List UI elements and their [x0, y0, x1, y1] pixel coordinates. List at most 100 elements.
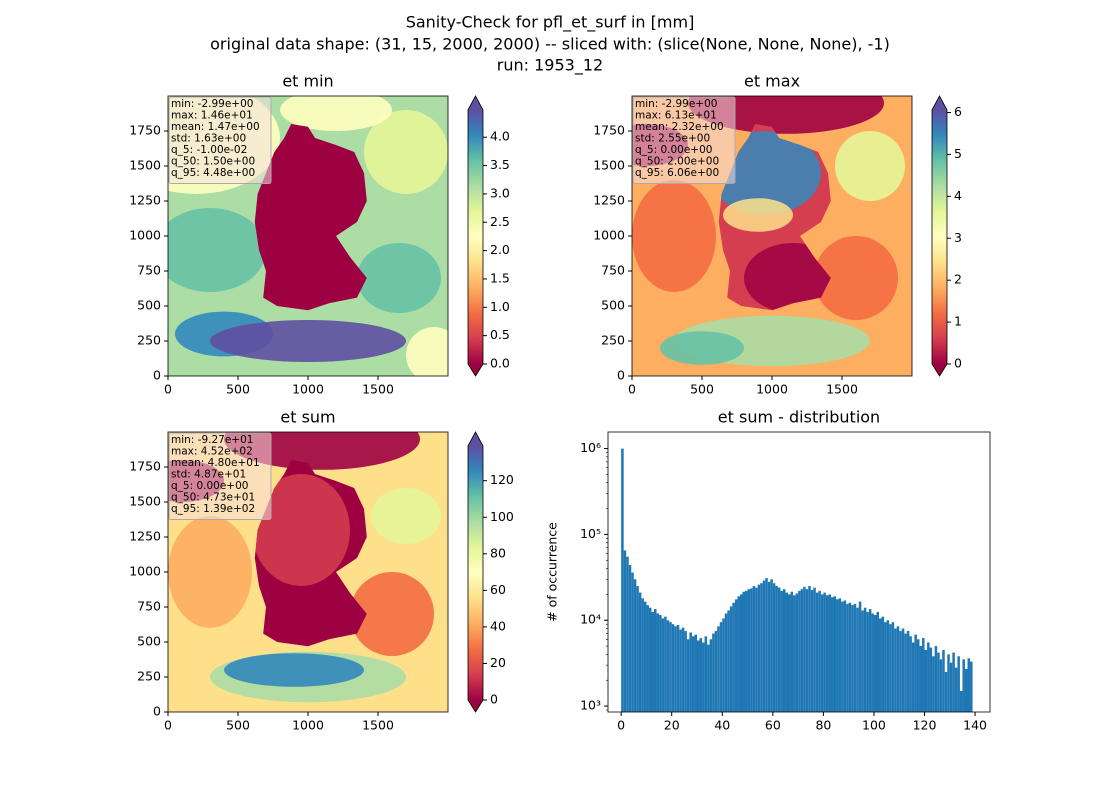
- stats-text: q_95: 4.48e+00: [171, 167, 255, 179]
- colorbar-tick-label: 80: [490, 545, 506, 560]
- y-tick-label: 750: [137, 599, 161, 614]
- x-tick-label: 20: [664, 718, 680, 733]
- histogram-bar: [881, 616, 885, 712]
- histogram-bar: [851, 605, 854, 712]
- histogram-bar: [815, 592, 819, 712]
- colorbar-tick-label: 60: [490, 582, 506, 597]
- colorbar-tick-label: 2.0: [490, 242, 510, 257]
- map-region: [350, 572, 434, 656]
- histogram-bar: [967, 658, 971, 712]
- histogram-bar: [767, 581, 771, 712]
- histogram-bar: [654, 609, 657, 712]
- histogram-bar: [886, 620, 890, 712]
- histogram-bar: [633, 579, 637, 712]
- histogram-bar: [729, 606, 733, 712]
- subplot-title: et sum: [280, 408, 335, 427]
- x-tick-label: 0: [164, 718, 172, 733]
- colorbar-tick-label: 0.0: [490, 356, 510, 371]
- y-tick-label: 1750: [129, 459, 161, 474]
- histogram-bar: [656, 613, 660, 712]
- colorbar-tick-label: 2.5: [490, 214, 510, 229]
- stats-box: [168, 432, 272, 520]
- map-region: [224, 653, 364, 687]
- histogram-bar: [684, 630, 687, 712]
- histogram-bar: [957, 656, 960, 712]
- y-tick-label: 1000: [593, 228, 625, 243]
- colorbar-tick-label: 100: [490, 509, 514, 524]
- histogram-bar: [833, 596, 837, 712]
- stats-text: std: 1.63e+00: [171, 133, 246, 145]
- colorbar-extend-bottom: [468, 364, 483, 376]
- histogram-bar: [742, 591, 746, 712]
- colorbar: [468, 446, 483, 700]
- colorbar-tick-label: 1.5: [490, 270, 510, 285]
- stats-text: q_5: 0.00e+00: [635, 144, 712, 156]
- histogram-bar: [681, 627, 685, 712]
- histogram-bar: [858, 601, 862, 712]
- histogram-bar: [702, 642, 705, 712]
- subplot-title: et sum - distribution: [718, 408, 880, 427]
- histogram-bar: [777, 587, 781, 712]
- stats-text: q_95: 6.06e+00: [635, 167, 719, 179]
- stats-text: q_95: 1.39e+02: [171, 503, 255, 515]
- histogram-bar: [785, 592, 789, 712]
- colorbar-tick-label: 2: [954, 272, 962, 287]
- histogram-bar: [659, 615, 662, 712]
- histogram-bar: [689, 632, 692, 712]
- x-tick-label: 100: [862, 718, 886, 733]
- y-tick-label: 250: [137, 669, 161, 684]
- y-tick-label: 1250: [129, 193, 161, 208]
- y-tick-label: 500: [137, 634, 161, 649]
- y-tick-label: 1000: [129, 564, 161, 579]
- histogram-bar: [671, 624, 675, 712]
- y-tick-label: 750: [601, 263, 625, 278]
- histogram-bar: [909, 636, 912, 712]
- x-tick-label: 60: [765, 718, 781, 733]
- histogram-bar: [810, 590, 814, 712]
- histogram-bar: [830, 597, 834, 712]
- histogram-bar: [679, 629, 682, 712]
- y-tick-label: 250: [601, 333, 625, 348]
- y-tick-label: 1750: [593, 123, 625, 138]
- x-tick-label: 500: [226, 718, 250, 733]
- histogram-bar: [626, 556, 629, 712]
- histogram-bar: [962, 659, 965, 712]
- histogram-bar: [628, 565, 632, 712]
- colorbar-tick-label: 1.0: [490, 299, 510, 314]
- histogram-bar: [846, 603, 849, 712]
- axes-frame: [167, 95, 449, 377]
- colorbar-tick-label: 1: [954, 314, 962, 329]
- histogram-bar: [727, 610, 730, 712]
- colorbar-extend-top: [468, 432, 483, 446]
- histogram-bar: [853, 603, 857, 712]
- colorbar: [468, 110, 483, 364]
- map-region: [357, 243, 441, 313]
- histogram-bar: [709, 639, 713, 712]
- histogram-bar: [775, 586, 778, 712]
- map-image: [168, 432, 448, 712]
- histogram-bar: [788, 594, 791, 712]
- histogram-bar: [808, 586, 811, 712]
- histogram-bar: [734, 599, 738, 712]
- histogram-bar: [916, 639, 920, 712]
- histogram-bar: [737, 596, 740, 712]
- y-tick-label: 0: [153, 368, 161, 383]
- stats-text: max: 6.13e+01: [635, 110, 717, 122]
- histogram-bar: [757, 584, 761, 712]
- histogram-bar: [836, 599, 839, 712]
- colorbar-extend-top: [468, 96, 483, 110]
- histogram-bar: [691, 636, 695, 712]
- histogram-bar: [828, 594, 831, 712]
- histogram-bar: [939, 659, 943, 712]
- colorbar: [932, 110, 947, 364]
- histogram-bar: [750, 588, 753, 712]
- x-tick-label: 140: [963, 718, 987, 733]
- map-region: [254, 474, 350, 586]
- axes-frame: [631, 95, 913, 377]
- histogram-bar: [732, 602, 735, 712]
- histogram-bar: [970, 661, 973, 712]
- stats-text: max: 4.52e+02: [171, 446, 253, 458]
- map-region: [364, 110, 448, 194]
- x-tick-label: 1000: [292, 382, 324, 397]
- histogram-bar: [795, 593, 799, 712]
